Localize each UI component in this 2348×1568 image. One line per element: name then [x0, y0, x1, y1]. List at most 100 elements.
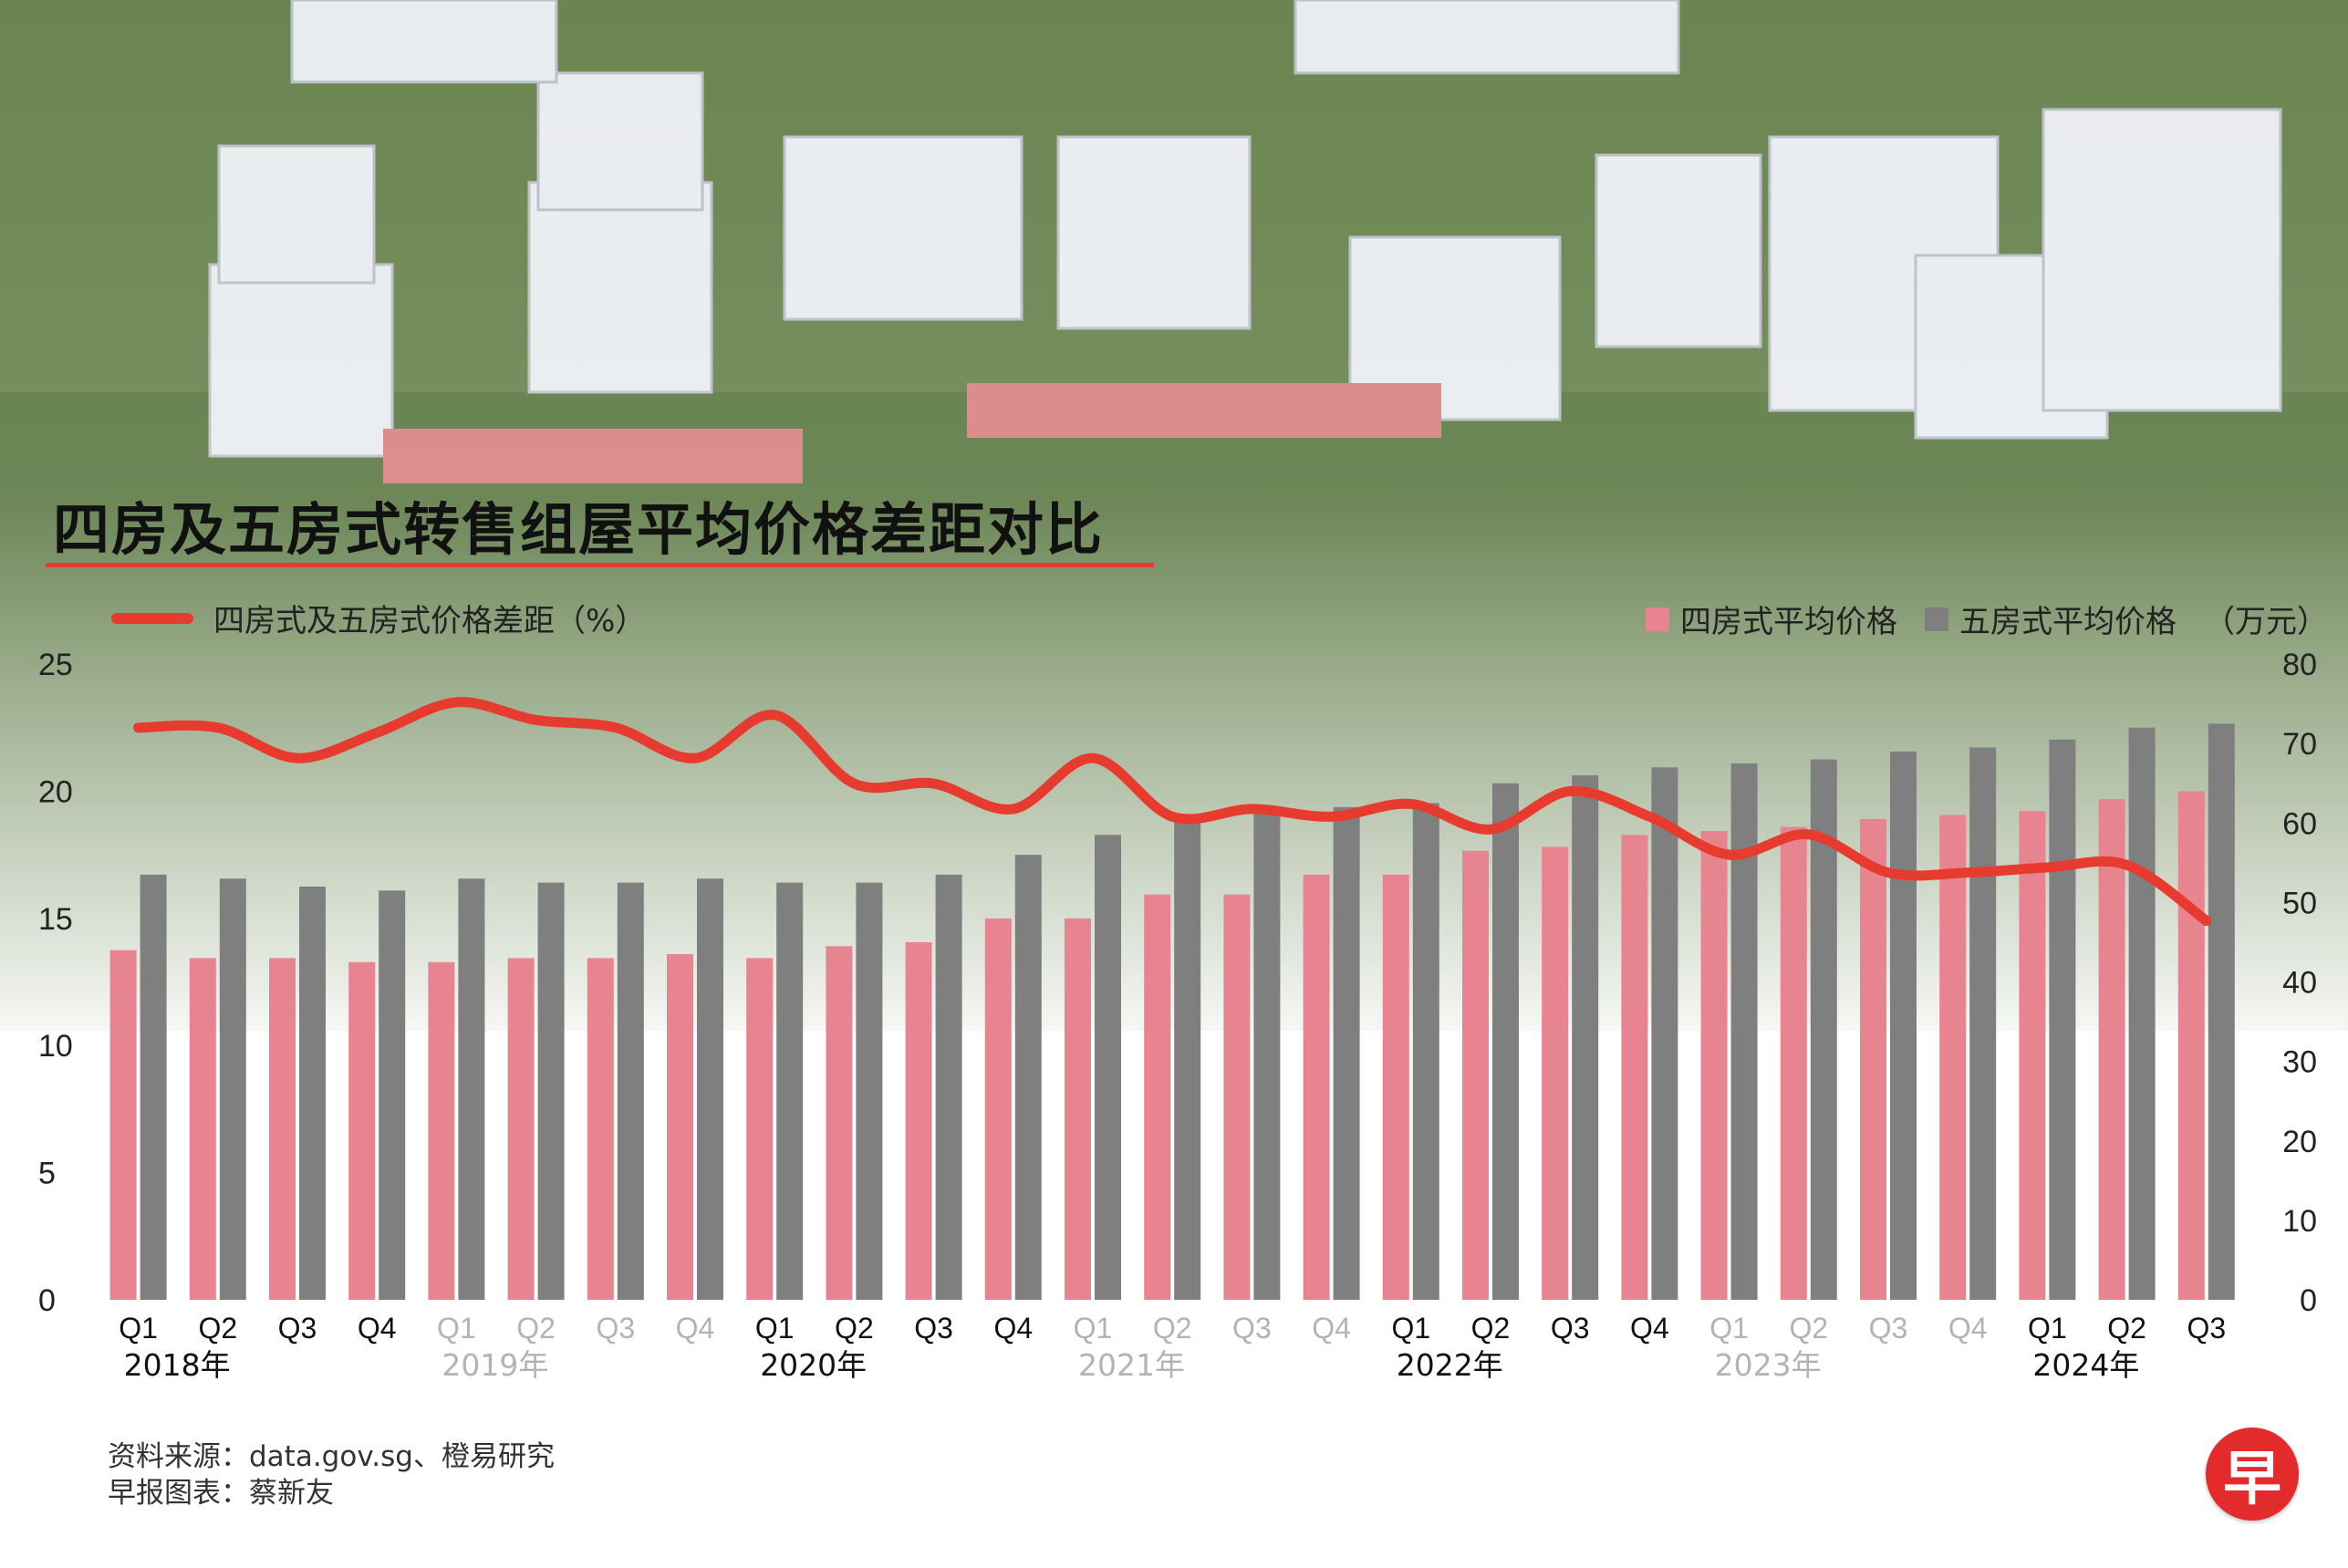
bar5-swatch [1925, 607, 1948, 631]
bar-5room-25 [2128, 727, 2156, 1300]
bar-5room-1 [219, 878, 246, 1300]
bar-5room-4 [458, 878, 485, 1300]
bar-4room-9 [826, 946, 853, 1300]
bar-5room-13 [1174, 815, 1201, 1300]
bar-5room-22 [1890, 751, 1917, 1300]
bar-4room-16 [1382, 874, 1409, 1300]
bar-4room-11 [984, 918, 1012, 1300]
source-notes: 资料来源：data.gov.sg、橙易研究 早报图表：蔡新友 [108, 1438, 555, 1511]
bar-5room-16 [1412, 803, 1439, 1300]
bar4-swatch [1646, 607, 1669, 631]
year-label-1: 2019年 [442, 1347, 548, 1383]
right-tick-10: 10 [2282, 1204, 2317, 1239]
x-tick-1: Q2 [198, 1312, 237, 1345]
bar-5room-7 [697, 878, 723, 1300]
bar-5room-3 [379, 890, 406, 1300]
year-label-5: 2023年 [1715, 1347, 1822, 1383]
right-tick-20: 20 [2282, 1125, 2317, 1159]
x-tick-20: Q1 [1709, 1312, 1749, 1345]
bar-4room-6 [587, 958, 614, 1300]
x-tick-9: Q2 [835, 1312, 874, 1345]
right-tick-30: 30 [2282, 1045, 2317, 1080]
right-tick-0: 0 [2300, 1283, 2317, 1318]
bar-5room-9 [856, 882, 883, 1300]
bar-4room-21 [1780, 826, 1807, 1300]
bar-4room-26 [2177, 791, 2205, 1300]
x-tick-8: Q1 [755, 1312, 795, 1345]
x-axis-labels: Q1 Q2 Q3 Q4 Q1 Q2 Q3 Q4 Q1 Q2 Q3 Q4 Q1 Q2 Q3 Q4 Q1 Q2 Q3 Q4… [119, 1312, 2226, 1383]
legend-bar5-label: 五房式平均价格 [1959, 604, 2177, 640]
legend-line-label: 四房式及五房式价格差距（%） [213, 603, 647, 639]
bar-5room-21 [1810, 759, 1837, 1300]
bar-4room-17 [1462, 850, 1489, 1300]
x-tick-17: Q2 [1471, 1312, 1511, 1345]
x-tick-13: Q2 [1153, 1312, 1192, 1345]
bar-4room-7 [667, 954, 693, 1300]
right-axis-ticks: 0 10 20 30 40 50 60 70 80 [2282, 648, 2317, 1318]
bar-5room-20 [1730, 763, 1758, 1300]
x-tick-15: Q4 [1312, 1312, 1351, 1345]
bar-4room-15 [1303, 874, 1330, 1300]
bar-5room-19 [1651, 767, 1678, 1300]
x-tick-11: Q4 [993, 1312, 1033, 1345]
bar-5room-23 [1969, 747, 1997, 1300]
x-tick-7: Q4 [676, 1312, 715, 1345]
left-tick-15: 15 [38, 902, 73, 937]
chart-title: 四房及五房式转售组屋平均价格差距对比 [53, 496, 1105, 563]
bar-4room-25 [2098, 799, 2125, 1300]
line-layer [133, 697, 2212, 927]
bar-4room-2 [269, 958, 296, 1300]
bar-4room-20 [1700, 830, 1728, 1300]
x-tick-18: Q3 [1551, 1312, 1590, 1345]
title-underline [46, 563, 1154, 567]
bars-layer [109, 723, 2235, 1300]
bar-4room-1 [189, 958, 216, 1300]
x-tick-5: Q2 [516, 1312, 556, 1345]
year-label-3: 2021年 [1078, 1347, 1185, 1383]
bar-5room-15 [1333, 806, 1360, 1300]
left-axis-ticks: 0 5 10 15 20 25 [38, 648, 73, 1318]
bar-4room-13 [1144, 894, 1171, 1300]
year-label-0: 2018年 [124, 1347, 231, 1383]
price-gap-line [133, 697, 2212, 927]
year-label-2: 2020年 [760, 1347, 867, 1383]
bar-4room-0 [109, 950, 137, 1300]
x-tick-12: Q1 [1074, 1312, 1113, 1345]
source-line-1: 资料来源：data.gov.sg、橙易研究 [108, 1440, 555, 1473]
x-tick-19: Q4 [1630, 1312, 1669, 1345]
x-tick-10: Q3 [914, 1312, 953, 1345]
bar-5room-26 [2208, 723, 2235, 1300]
year-label-4: 2022年 [1397, 1347, 1503, 1383]
x-tick-23: Q4 [1948, 1312, 1988, 1345]
bar-5room-8 [776, 882, 804, 1300]
bar-5room-17 [1492, 783, 1519, 1300]
left-tick-5: 5 [38, 1157, 56, 1191]
bar-5room-24 [2049, 739, 2076, 1300]
line-swatch [111, 612, 193, 624]
bar-4room-24 [2019, 811, 2046, 1300]
bar-4room-22 [1860, 818, 1886, 1300]
legend-unit-label: （万元） [2204, 604, 2328, 640]
left-tick-0: 0 [38, 1283, 56, 1318]
x-tick-21: Q2 [1789, 1312, 1828, 1345]
bar-4room-4 [428, 961, 455, 1300]
bar-4room-3 [348, 961, 376, 1300]
x-tick-24: Q1 [2028, 1312, 2067, 1345]
bar-5room-0 [140, 874, 167, 1300]
right-tick-70: 70 [2282, 727, 2317, 762]
bar-4room-14 [1223, 894, 1251, 1300]
legend-bar4: 四房式平均价格 [1646, 597, 1897, 641]
bar-4room-23 [1939, 815, 1967, 1300]
bar-5room-12 [1095, 835, 1121, 1300]
bar-4room-19 [1621, 835, 1648, 1300]
bar-5room-18 [1572, 774, 1599, 1300]
bar-4room-8 [746, 958, 774, 1300]
left-tick-25: 25 [38, 648, 73, 682]
right-tick-40: 40 [2282, 966, 2317, 1001]
left-tick-20: 20 [38, 774, 73, 809]
right-tick-50: 50 [2282, 886, 2317, 920]
zaobao-logo: 早 [2206, 1428, 2299, 1521]
x-tick-25: Q2 [2107, 1312, 2146, 1345]
